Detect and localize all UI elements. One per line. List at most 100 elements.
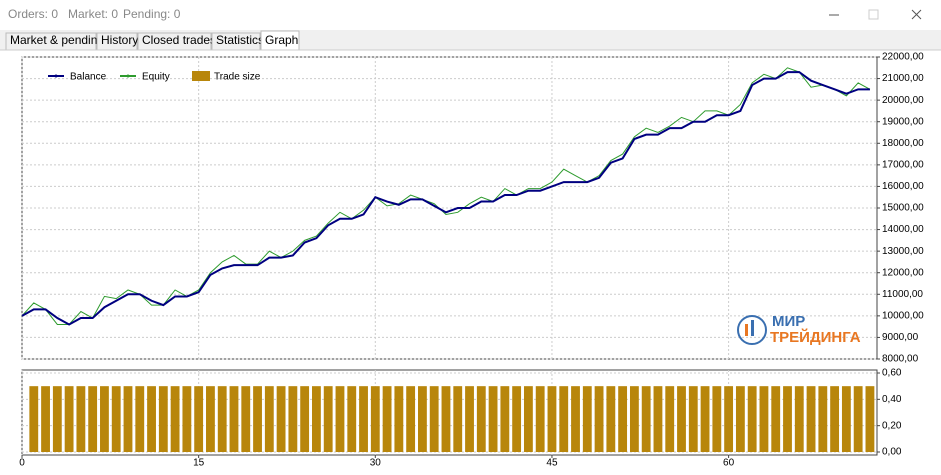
bar [182, 386, 192, 452]
bar [724, 386, 734, 452]
tab-label[interactable]: History [101, 33, 138, 47]
bar [194, 386, 204, 452]
bar [206, 386, 215, 452]
watermark-logo [737, 315, 767, 345]
y-tick-label: 21000,00 [882, 73, 924, 84]
bar [241, 386, 251, 452]
bar [559, 386, 569, 452]
bar [783, 386, 792, 452]
y-tick-label: 0,20 [882, 420, 902, 431]
bar [677, 386, 686, 452]
bar [535, 386, 545, 452]
y-tick-label: 0,40 [882, 394, 902, 405]
bar [323, 386, 333, 452]
x-tick-label: 15 [193, 458, 205, 469]
bar [712, 386, 722, 452]
legend-swatch [126, 74, 130, 78]
market-count: Market: 0 [68, 7, 118, 21]
watermark: МИР ТРЕЙДИНГА [737, 313, 861, 346]
bar [100, 386, 109, 452]
bar [818, 386, 828, 452]
bar [347, 386, 357, 452]
bar [429, 386, 439, 452]
bar [500, 386, 510, 452]
bar [512, 386, 522, 452]
bar [629, 386, 639, 452]
bar [29, 386, 39, 452]
bar [147, 386, 156, 452]
title-bar [0, 0, 941, 30]
bar [806, 386, 816, 452]
tab-label[interactable]: Closed trades [142, 33, 216, 47]
y-tick-label: 10000,00 [882, 310, 924, 321]
maximize-button[interactable] [868, 9, 879, 20]
orders-count: Orders: 0 [8, 7, 58, 21]
bar [771, 386, 781, 452]
y-tick-label: 9000,00 [882, 332, 919, 343]
bar [700, 386, 710, 452]
bar [618, 386, 628, 452]
tab-label[interactable]: Market & pending [10, 33, 104, 47]
bar [217, 386, 227, 452]
bar [453, 386, 463, 452]
bar [571, 386, 580, 452]
bar [653, 386, 663, 452]
bar [123, 386, 133, 452]
watermark-text: МИР [772, 313, 805, 330]
bar [853, 386, 863, 452]
bar [135, 386, 145, 452]
watermark-logo [751, 320, 754, 336]
x-tick-label: 30 [370, 458, 382, 469]
bar [253, 386, 262, 452]
bar [441, 386, 451, 452]
bar [406, 386, 416, 452]
bar [465, 386, 474, 452]
bar [794, 386, 804, 452]
bar [735, 386, 745, 452]
y-tick-label: 13000,00 [882, 246, 924, 257]
y-tick-label: 17000,00 [882, 159, 924, 170]
y-tick-label: 14000,00 [882, 224, 924, 235]
legend-swatch [54, 74, 58, 78]
bar [417, 386, 427, 452]
bar [288, 386, 298, 452]
bar [312, 386, 321, 452]
bar [359, 386, 368, 452]
close-button[interactable] [911, 9, 922, 20]
y-tick-label: 22000,00 [882, 52, 924, 63]
legend-label: Balance [70, 72, 107, 83]
bar [300, 386, 310, 452]
bar [276, 386, 286, 452]
bar [641, 386, 651, 452]
bar [547, 386, 557, 452]
bar [759, 386, 769, 452]
bar [594, 386, 604, 452]
legend-label: Equity [142, 72, 170, 83]
bar [488, 386, 498, 452]
legend-label: Trade size [214, 72, 261, 83]
y-tick-label: 8000,00 [882, 354, 919, 365]
bar [41, 386, 50, 452]
bar [665, 386, 675, 452]
bar [88, 386, 98, 452]
x-tick-label: 0 [19, 458, 25, 469]
bar [111, 386, 121, 452]
bar [394, 386, 404, 452]
bar [64, 386, 74, 452]
bar [606, 386, 616, 452]
bar [335, 386, 345, 452]
bar [370, 386, 380, 452]
tab-label[interactable]: Statistics [216, 33, 264, 47]
x-tick-label: 45 [546, 458, 558, 469]
bar [865, 386, 875, 452]
watermark-logo [745, 324, 748, 336]
y-tick-label: 19000,00 [882, 116, 924, 127]
watermark-text: ТРЕЙДИНГА [770, 328, 861, 346]
tab-label[interactable]: Graph [265, 33, 298, 47]
bar [170, 386, 180, 452]
x-tick-label: 60 [723, 458, 735, 469]
bar [158, 386, 168, 452]
bar [52, 386, 62, 452]
